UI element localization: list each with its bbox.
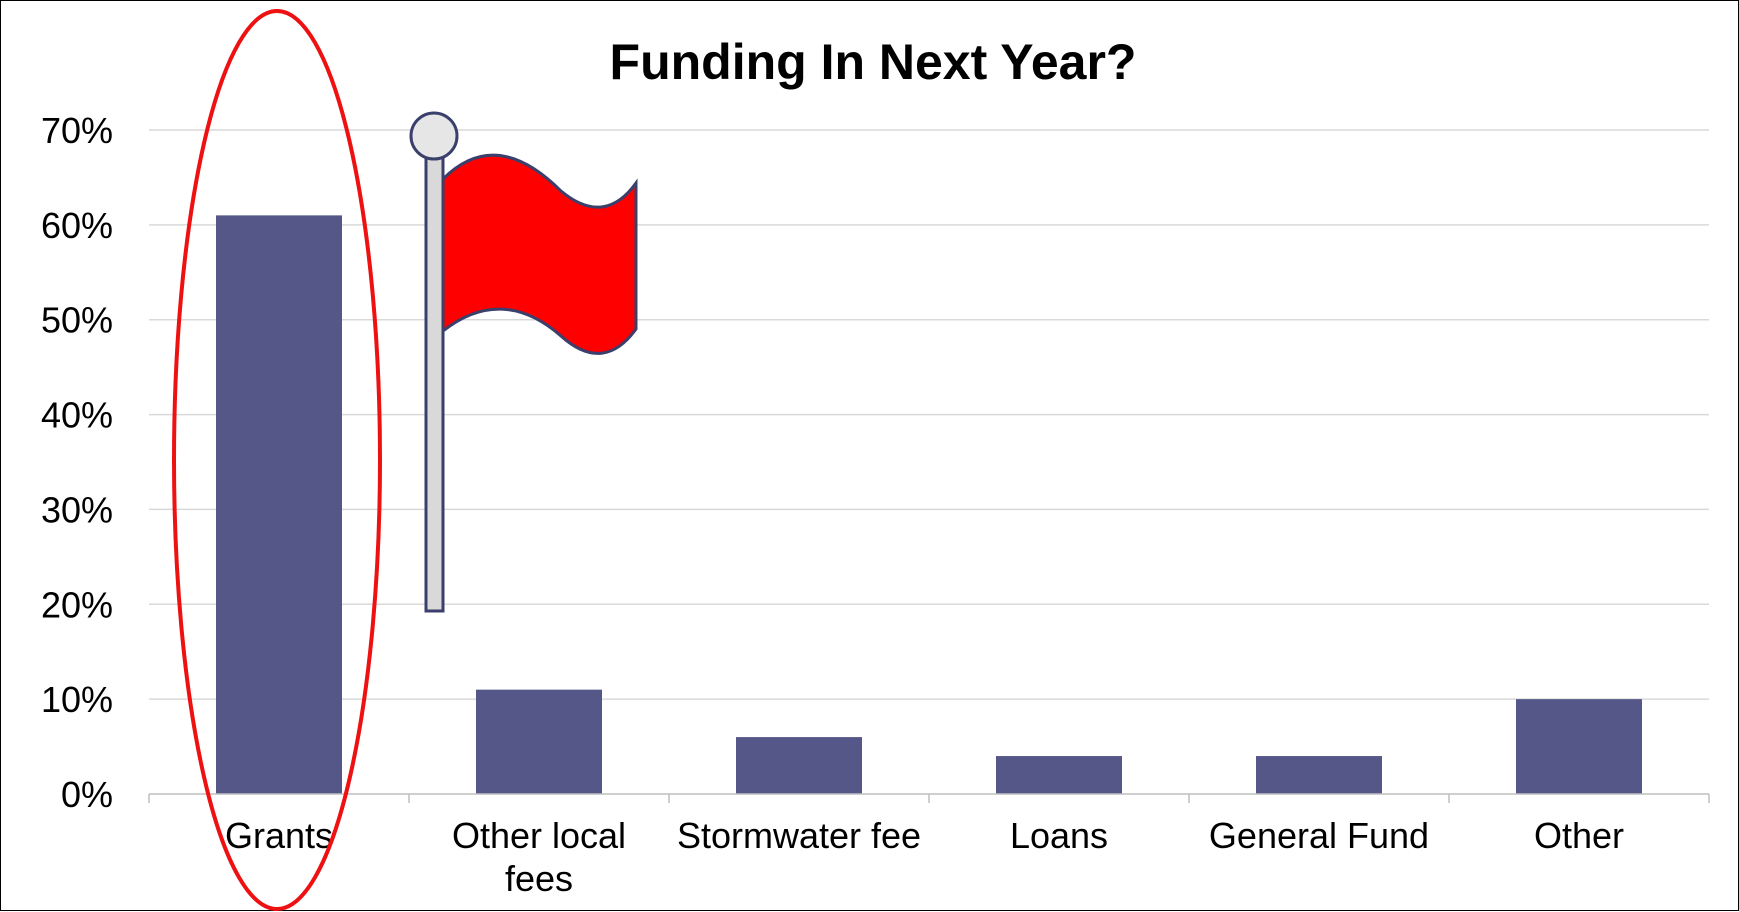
- x-tick-label: General Fund: [1209, 815, 1429, 856]
- x-tick-label-line: Other local: [452, 815, 626, 856]
- y-tick-label: 30%: [41, 489, 113, 530]
- x-tick-label-line: fees: [505, 858, 573, 899]
- flag-pole: [424, 154, 445, 613]
- highlight-ellipse: [172, 9, 382, 911]
- y-tick-label: 40%: [41, 395, 113, 436]
- bar: [1516, 699, 1642, 794]
- x-tick-label-line: General Fund: [1209, 815, 1429, 856]
- bars: [216, 215, 1642, 794]
- bar: [736, 737, 862, 794]
- x-tick-label-line: Loans: [1010, 815, 1108, 856]
- bar: [996, 756, 1122, 794]
- x-tick-label: Other local fees: [452, 815, 626, 899]
- x-tick-label-line: Grants: [225, 815, 333, 856]
- red-flag-icon: [409, 111, 638, 613]
- bar: [216, 215, 342, 794]
- y-tick-label: 0%: [61, 774, 113, 815]
- x-tick-label-line: Other: [1534, 815, 1624, 856]
- flag-banner: [441, 153, 638, 355]
- flag-pole-knob: [409, 111, 459, 161]
- x-tick-label: Loans: [1010, 815, 1108, 856]
- y-tick-label: 70%: [41, 110, 113, 151]
- y-tick-label: 50%: [41, 300, 113, 341]
- gridlines: [149, 129, 1709, 700]
- y-axis-ticks: 0% 10% 20% 30% 40% 50% 60% 70%: [41, 110, 113, 815]
- bar: [1256, 756, 1382, 794]
- y-tick-label: 20%: [41, 584, 113, 625]
- x-tick-label: Stormwater fee: [677, 815, 921, 856]
- annotations: [172, 9, 638, 911]
- x-axis-labels: Grants Other local fees Stormwater fee Loans…: [225, 815, 1624, 899]
- x-axis: [148, 793, 1710, 803]
- bar: [476, 689, 602, 794]
- x-tick-label-line: Stormwater fee: [677, 815, 921, 856]
- x-tick-label: Other: [1534, 815, 1624, 856]
- y-tick-label: 10%: [41, 679, 113, 720]
- chart-title: Funding In Next Year?: [610, 34, 1137, 90]
- y-tick-label: 60%: [41, 205, 113, 246]
- x-tick-label: Grants: [225, 815, 333, 856]
